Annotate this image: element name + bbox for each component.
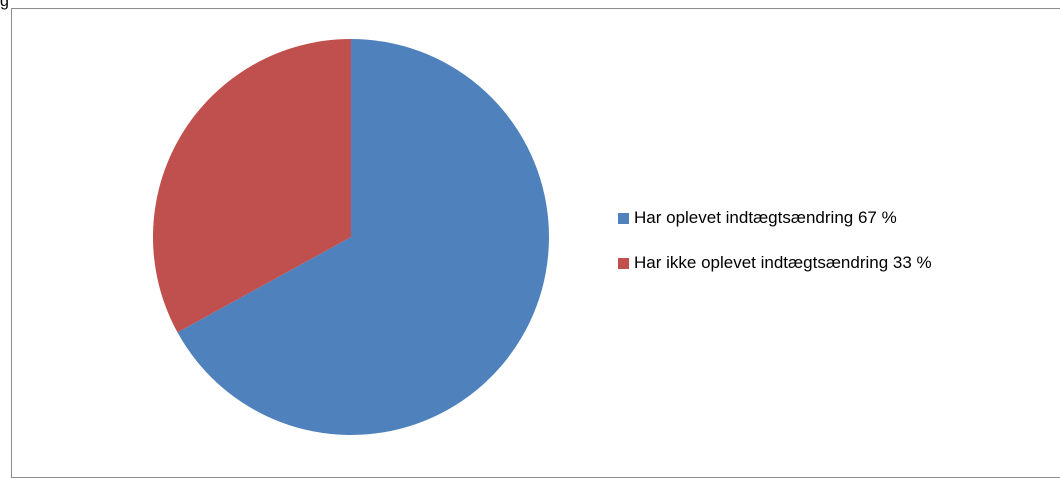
pie-slice-indtaegtsaendring xyxy=(177,39,549,435)
legend-item-indtaegtsaendring: Har oplevet indtægtsændring 67 % xyxy=(618,207,932,229)
legend-label: Har oplevet indtægtsændring 67 % xyxy=(634,208,897,227)
chart-legend: Har oplevet indtægtsændring 67 % Har ikk… xyxy=(618,207,932,297)
pie-chart xyxy=(152,39,549,435)
legend-swatch-red xyxy=(618,257,629,269)
legend-swatch-blue xyxy=(618,212,629,224)
legend-label: Har ikke oplevet indtægtsændring 33 % xyxy=(634,253,932,272)
pie-slice-ikke-indtaegtsaendring xyxy=(152,39,351,333)
chart-frame: Har oplevet indtægtsændring 67 % Har ikk… xyxy=(11,8,1060,478)
figure-caption-fragment: g xyxy=(0,0,9,10)
legend-item-ikke-indtaegtsaendring: Har ikke oplevet indtægtsændring 33 % xyxy=(618,252,932,274)
